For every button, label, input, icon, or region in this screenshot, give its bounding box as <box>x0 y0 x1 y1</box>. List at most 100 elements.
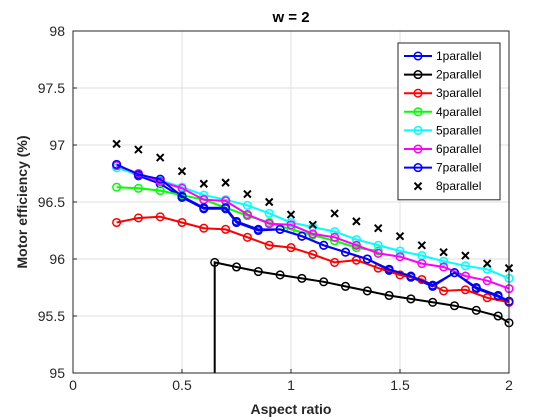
series-5parallel-point <box>351 235 361 245</box>
legend-entry-1parallel: 1parallel <box>404 49 481 63</box>
series-6parallel-point <box>286 220 296 230</box>
x-tick-label: 0 <box>69 377 77 393</box>
legend-entry-5parallel: 5parallel <box>404 123 481 137</box>
legend-label: 6parallel <box>436 142 481 156</box>
series-3parallel-point <box>460 285 470 295</box>
y-tick-label: 96.5 <box>38 194 65 210</box>
legend-7parallel-point <box>413 163 423 173</box>
series-2parallel-point <box>319 277 329 287</box>
series-2parallel-point <box>210 257 220 267</box>
legend-8parallel-point <box>413 181 423 191</box>
series-7parallel-point <box>449 268 460 278</box>
series-2parallel-point <box>384 290 394 301</box>
series-5parallel-point <box>460 261 470 271</box>
series-5parallel-point <box>308 222 318 232</box>
series-2parallel-point <box>275 270 285 280</box>
ticks: 0 0.5 1 1.5 2 95 95.5 96 96.5 97 97.5 98 <box>38 23 513 393</box>
series-2parallel-point <box>471 305 481 315</box>
series-7parallel-point <box>493 290 503 301</box>
legend-1parallel-point <box>413 51 423 61</box>
series-7parallel-point <box>471 282 481 293</box>
series-7parallel-point <box>362 254 372 264</box>
series-3parallel-point <box>133 213 143 223</box>
series-6parallel-point <box>351 240 361 250</box>
legend-label: 7parallel <box>436 161 481 175</box>
series-7parallel-point <box>199 203 209 213</box>
series-7parallel-point <box>177 191 187 201</box>
x-tick-label: 1 <box>287 377 295 393</box>
series-4parallel-point <box>155 186 165 196</box>
series-7parallel-point <box>155 174 165 184</box>
series-7parallel-point <box>253 224 263 234</box>
series-5parallel <box>112 163 514 283</box>
series-7parallel <box>112 159 514 306</box>
series-6parallel-point <box>439 262 449 272</box>
series-5parallel-line <box>116 166 510 280</box>
series-6parallel-point <box>373 248 383 258</box>
series-2parallel-point <box>340 281 351 291</box>
x-tick-label: 1.5 <box>390 377 410 393</box>
legend-label: 5parallel <box>436 123 481 137</box>
series-2parallel-point <box>362 286 372 296</box>
series-4parallel-point <box>133 183 143 193</box>
legend: 1parallel 2parallel 3parallel 4parallel 5par… <box>397 42 501 201</box>
legend-entry-3parallel: 3parallel <box>404 86 481 100</box>
series-2parallel-point <box>428 297 438 307</box>
series-5parallel-point <box>482 264 492 274</box>
legend-2parallel-point <box>413 70 423 80</box>
series-8parallel-point <box>461 251 470 260</box>
legend-3parallel-point <box>413 88 423 98</box>
series-8parallel-point <box>330 209 339 218</box>
y-tick-label: 98 <box>49 23 65 39</box>
series-7parallel-point <box>112 159 122 169</box>
series-2parallel-point <box>449 301 460 311</box>
series-8parallel-point <box>395 231 405 241</box>
series-8parallel-point <box>112 139 121 149</box>
series-6parallel-point <box>395 252 405 262</box>
series-8parallel-point <box>417 241 427 250</box>
series-8parallel-point <box>243 189 252 199</box>
series-2parallel-line <box>213 261 510 373</box>
legend-entry-4parallel: 4parallel <box>404 105 481 119</box>
series-3parallel-point <box>155 212 165 222</box>
series-3parallel-point <box>395 270 405 280</box>
x-tick-label: 0.5 <box>172 377 192 393</box>
series-8parallel-point <box>352 217 361 226</box>
series-8parallel-point <box>439 247 448 257</box>
legend-label: 1parallel <box>436 49 481 63</box>
series-6parallel-point <box>417 259 427 269</box>
series-7parallel-point <box>384 264 394 274</box>
series-8parallel-point <box>199 179 209 188</box>
series-8parallel-point <box>221 178 230 187</box>
series-5parallel-point <box>330 227 340 237</box>
series-7parallel-point <box>340 247 351 257</box>
series-3parallel-point <box>199 223 209 233</box>
legend-entry-7parallel: 7parallel <box>404 161 481 175</box>
series-3parallel-point <box>482 293 492 303</box>
series-7parallel-point <box>221 203 231 213</box>
y-tick-label: 97.5 <box>38 80 65 96</box>
series-2parallel-point <box>231 262 242 272</box>
x-axis-label: Aspect ratio <box>251 401 332 417</box>
series-4parallel-point <box>112 182 122 192</box>
series-5parallel-point <box>395 246 405 256</box>
series-6parallel-point <box>242 209 252 220</box>
series-2parallel-point <box>297 273 307 283</box>
y-axis-label: Motor efficiency (%) <box>14 135 30 268</box>
series-3parallel-point <box>177 217 187 228</box>
series-7parallel-point <box>275 224 285 234</box>
series-8parallel-point <box>155 153 165 162</box>
chart-title: w = 2 <box>271 9 309 26</box>
series-7parallel-point <box>319 240 329 250</box>
series-6parallel-point <box>264 219 274 229</box>
legend-5parallel-point <box>413 125 423 135</box>
series-2parallel <box>210 257 514 373</box>
legend-entry-8parallel: 8parallel <box>413 179 481 193</box>
series-8parallel-point <box>134 145 143 154</box>
series-8parallel-point <box>177 167 187 176</box>
legend-entry-6parallel: 6parallel <box>404 142 481 156</box>
series-8parallel-point <box>264 197 274 207</box>
x-tick-label: 2 <box>505 377 513 393</box>
series-6parallel-point <box>221 196 231 206</box>
